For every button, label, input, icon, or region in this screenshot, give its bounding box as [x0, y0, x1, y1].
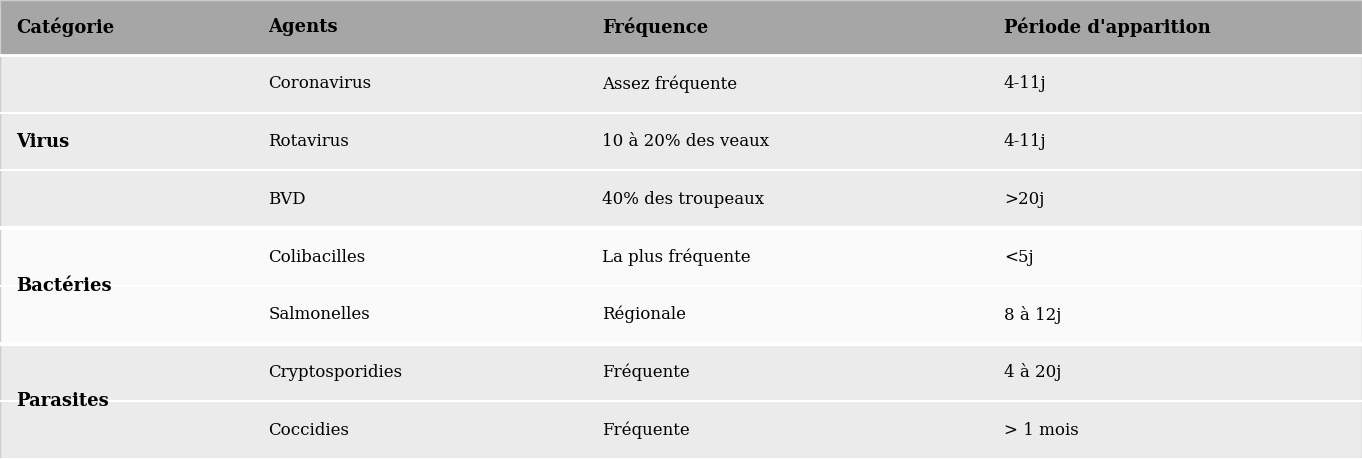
Bar: [987, 0, 1362, 55]
Bar: [586, 0, 987, 55]
Text: Régionale: Régionale: [602, 306, 686, 324]
Bar: [0, 113, 1362, 170]
Text: <5j: <5j: [1004, 248, 1034, 265]
Bar: [0, 228, 1362, 286]
Bar: [0, 344, 1362, 401]
Text: Agents: Agents: [268, 18, 338, 37]
Text: Cryptosporidies: Cryptosporidies: [268, 364, 402, 381]
Text: Fréquente: Fréquente: [602, 421, 689, 439]
Bar: [0, 401, 1362, 459]
Text: Période d'apparition: Période d'apparition: [1004, 18, 1211, 37]
Bar: [0, 170, 1362, 228]
Text: Coronavirus: Coronavirus: [268, 75, 372, 92]
Text: > 1 mois: > 1 mois: [1004, 422, 1079, 439]
Text: Assez fréquente: Assez fréquente: [602, 75, 737, 93]
Text: 4-11j: 4-11j: [1004, 75, 1046, 92]
Bar: [0, 286, 1362, 344]
Text: Rotavirus: Rotavirus: [268, 133, 349, 150]
Bar: [252, 0, 586, 55]
Text: 40% des troupeaux: 40% des troupeaux: [602, 191, 764, 208]
Text: 4-11j: 4-11j: [1004, 133, 1046, 150]
Text: La plus fréquente: La plus fréquente: [602, 248, 750, 266]
Text: 10 à 20% des veaux: 10 à 20% des veaux: [602, 133, 770, 150]
Text: >20j: >20j: [1004, 191, 1045, 208]
Text: Parasites: Parasites: [16, 392, 109, 410]
Text: Coccidies: Coccidies: [268, 422, 349, 439]
Text: Fréquente: Fréquente: [602, 364, 689, 381]
Text: Virus: Virus: [16, 133, 69, 151]
Text: 8 à 12j: 8 à 12j: [1004, 306, 1061, 324]
Text: Catégorie: Catégorie: [16, 18, 114, 37]
Text: Salmonelles: Salmonelles: [268, 306, 370, 323]
Text: Colibacilles: Colibacilles: [268, 248, 365, 265]
Text: Fréquence: Fréquence: [602, 18, 708, 37]
Bar: [0, 55, 1362, 113]
Text: 4 à 20j: 4 à 20j: [1004, 364, 1061, 381]
Text: BVD: BVD: [268, 191, 306, 208]
Text: Bactéries: Bactéries: [16, 277, 112, 295]
Bar: [0, 0, 252, 55]
